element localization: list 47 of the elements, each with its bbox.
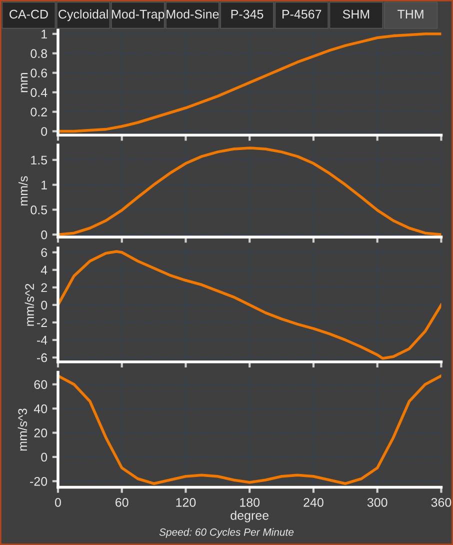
- text: Mod-Trap: [112, 9, 164, 22]
- y-tick-label: 0: [41, 300, 48, 310]
- y-tick-label: 0: [41, 230, 48, 240]
- y-tick-label: -6: [37, 353, 48, 362]
- text: SHM: [342, 10, 370, 19]
- line-series: [58, 32, 442, 133]
- y-tick-label: 1.5: [31, 156, 48, 165]
- y-tick-label: 6: [41, 248, 48, 258]
- y-tick-label: 1: [42, 180, 47, 190]
- y-axis-title: mm/s^2: [24, 284, 34, 326]
- x-tick-label: 0: [54, 498, 61, 507]
- text: Cycloidal: [58, 9, 108, 22]
- y-tick-label: 0: [41, 452, 48, 462]
- y-tick-label: 2: [41, 283, 47, 292]
- line-series: [58, 374, 442, 485]
- x-tick-label: 180: [240, 498, 260, 507]
- text: P-345: [231, 10, 264, 19]
- line-series: [58, 250, 442, 360]
- y-tick-label: 1: [42, 30, 47, 38]
- y-tick-label: 0.8: [30, 49, 48, 58]
- y-tick-label: 0.4: [30, 88, 48, 97]
- y-tick-label: 0: [41, 127, 48, 136]
- x-tick-label: 240: [304, 498, 324, 507]
- y-axis-title: mm/s^3: [18, 408, 28, 451]
- text: CA-CD: [10, 10, 48, 19]
- y-tick-label: 0.5: [30, 205, 48, 214]
- y-tick-label: -20: [30, 476, 48, 486]
- text: Speed: 60 Cycles Per Minute: [159, 528, 294, 538]
- x-tick-label: 360: [431, 498, 452, 507]
- text: P-4567: [282, 10, 322, 19]
- y-axis-title: mm: [20, 72, 28, 92]
- line-series: [58, 146, 442, 236]
- y-axis-title: mm/s: [18, 176, 28, 206]
- y-tick-label: -4: [37, 336, 48, 345]
- y-tick-label: -2: [37, 318, 47, 327]
- y-tick-label: 0.2: [30, 108, 47, 116]
- y-tick-label: 40: [34, 404, 48, 414]
- text: Mod-Sine: [166, 9, 219, 19]
- x-tick-label: 60: [116, 498, 128, 507]
- x-tick-label: 120: [176, 498, 196, 507]
- x-tick-label: 300: [367, 498, 388, 507]
- y-tick-label: 60: [34, 380, 48, 389]
- y-tick-label: 20: [34, 428, 48, 438]
- y-tick-label: 4: [40, 266, 48, 274]
- x-axis-title: degree: [230, 510, 269, 522]
- text: THM: [398, 10, 424, 18]
- y-tick-label: 0.6: [30, 68, 48, 78]
